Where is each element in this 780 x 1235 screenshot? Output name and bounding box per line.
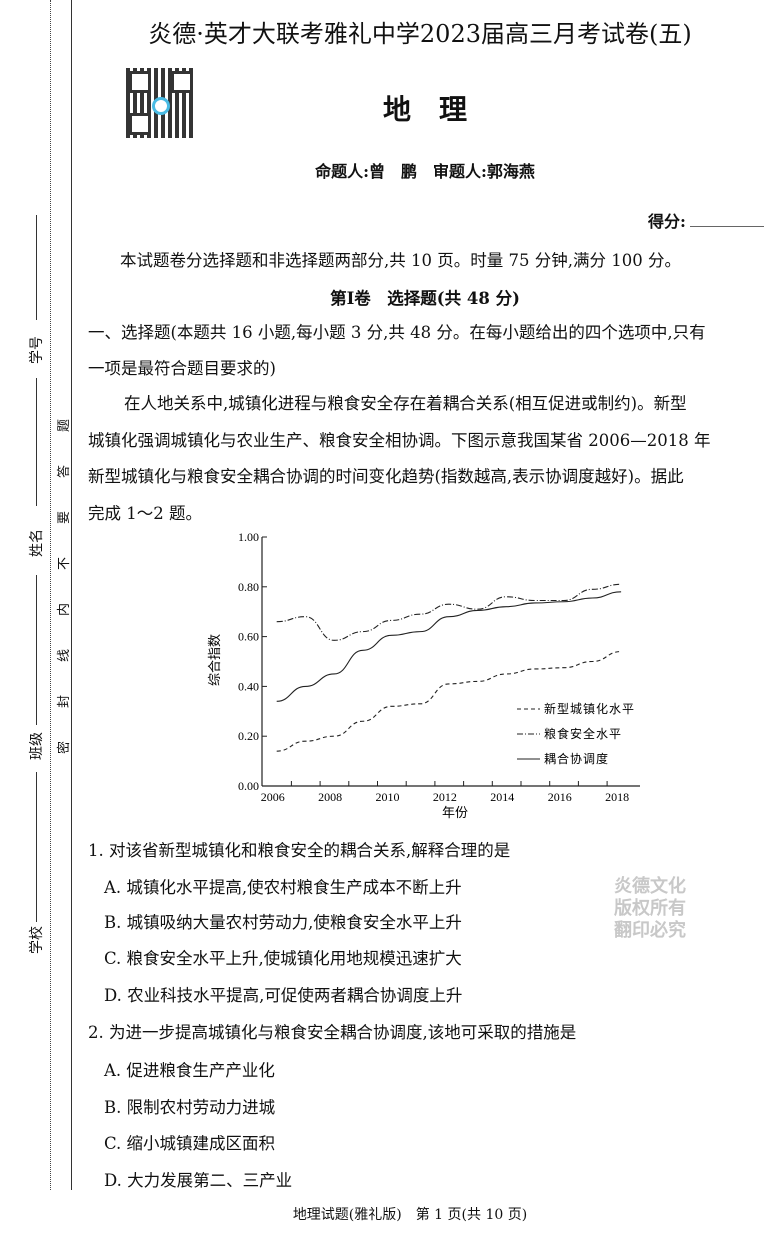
x-tick-label: 2016 xyxy=(548,790,572,804)
question-1-option-b[interactable]: B. 城镇吸纳大量农村劳动力,使粮食安全水平上升 xyxy=(104,913,462,932)
stamp-line: 炎德文化 xyxy=(614,876,686,897)
question-1-stem: 1. 对该省新型城镇化和粮食安全的耦合关系,解释合理的是 xyxy=(88,841,511,860)
x-axis-label: 年份 xyxy=(442,805,468,820)
y-axis-label: 综合指数 xyxy=(207,634,222,686)
instructions-line: 一、选择题(本题共 16 小题,每小题 3 分,共 48 分。在每小题给出的四个… xyxy=(88,323,706,342)
score-field[interactable] xyxy=(690,226,764,227)
question-1-option-c[interactable]: C. 粮食安全水平上升,使城镇化用地规模迅速扩大 xyxy=(104,949,462,968)
series-line-2 xyxy=(276,583,622,641)
field-underline xyxy=(36,575,37,725)
copyright-stamp: 炎德文化 版权所有 翻印必究 xyxy=(600,876,700,942)
x-tick-label: 2006 xyxy=(261,790,285,804)
y-tick-label: 0.60 xyxy=(238,630,259,644)
fold-line-dotted xyxy=(50,0,51,1190)
field-underline xyxy=(36,378,37,506)
score-label: 得分: xyxy=(648,212,686,231)
question-1-option-d[interactable]: D. 农业科技水平提高,可促使两者耦合协调度上升 xyxy=(104,986,463,1005)
section-title: 第Ⅰ卷 选择题(共 48 分) xyxy=(330,289,520,308)
stamp-line: 翻印必究 xyxy=(614,920,686,941)
field-underline xyxy=(36,772,37,922)
passage-line: 城镇化强调城镇化与农业生产、粮食安全相协调。下图示意我国某省 2006—2018… xyxy=(88,431,711,450)
exam-title: 炎德·英才大联考雅礼中学2023届高三月考试卷(五) xyxy=(148,20,692,48)
x-tick-label: 2018 xyxy=(605,790,629,804)
question-2-stem: 2. 为进一步提高城镇化与粮食安全耦合协调度,该地可采取的措施是 xyxy=(88,1023,577,1042)
question-1-option-a[interactable]: A. 城镇化水平提高,使农村粮食生产成本不断上升 xyxy=(104,878,462,897)
x-tick-label: 2014 xyxy=(490,790,514,804)
subject-title: 地 理 xyxy=(382,93,467,126)
question-2-option-c[interactable]: C. 缩小城镇建成区面积 xyxy=(104,1134,276,1153)
x-tick-label: 2008 xyxy=(318,790,342,804)
legend-label: 新型城镇化水平 xyxy=(544,701,635,716)
qr-code[interactable] xyxy=(126,68,196,138)
series-line-1 xyxy=(276,650,622,752)
passage-line: 在人地关系中,城镇化进程与粮食安全存在着耦合关系(相互促进或制约)。新型 xyxy=(124,394,687,413)
y-tick-label: 0.40 xyxy=(238,679,259,693)
legend-label: 粮食安全水平 xyxy=(544,726,622,741)
y-tick-label: 0.80 xyxy=(238,580,259,594)
series-line-3 xyxy=(276,591,622,702)
legend-label: 耦合协调度 xyxy=(544,751,609,766)
x-tick-label: 2010 xyxy=(376,790,400,804)
instructions-line: 一项是最符合题目要求的) xyxy=(88,359,276,378)
qr-logo-icon xyxy=(152,97,170,115)
page-footer: 地理试题(雅礼版) 第 1 页(共 10 页) xyxy=(292,1207,528,1223)
authors: 命题人:曾 鹏 审题人:郭海燕 xyxy=(315,162,535,181)
question-2-option-b[interactable]: B. 限制农村劳动力进城 xyxy=(104,1098,276,1117)
y-tick-label: 0.00 xyxy=(238,779,259,793)
x-tick-label: 2012 xyxy=(433,790,457,804)
seal-line xyxy=(71,0,72,1190)
intro-text: 本试题卷分选择题和非选择题两部分,共 10 页。时量 75 分钟,满分 100 … xyxy=(120,251,681,270)
passage-line: 完成 1～2 题。 xyxy=(88,504,202,523)
y-tick-label: 1.00 xyxy=(238,530,259,544)
passage-line: 新型城镇化与粮食安全耦合协调的时间变化趋势(指数越高,表示协调度越好)。据此 xyxy=(88,467,684,486)
stamp-line: 版权所有 xyxy=(614,898,686,919)
y-tick-label: 0.20 xyxy=(238,729,259,743)
field-underline xyxy=(36,215,37,320)
question-2-option-a[interactable]: A. 促进粮食生产产业化 xyxy=(104,1061,275,1080)
question-2-option-d[interactable]: D. 大力发展第二、三产业 xyxy=(104,1171,293,1190)
